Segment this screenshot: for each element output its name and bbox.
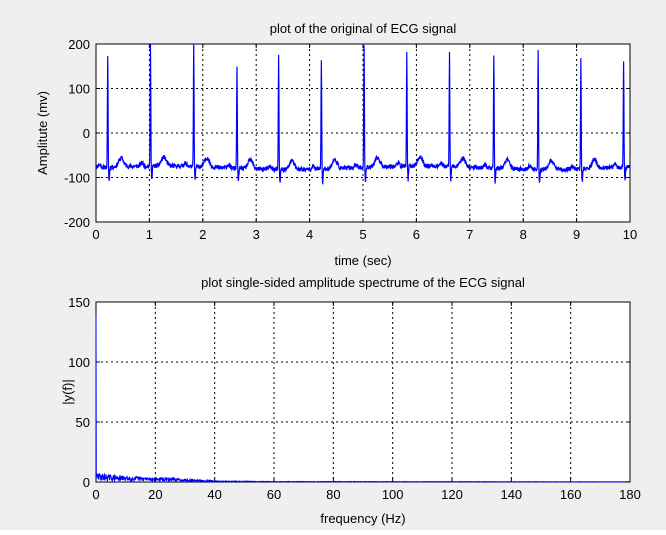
- spectrum-grid: [96, 302, 630, 482]
- x-tick-label: 6: [413, 227, 420, 242]
- y-tick-label: 100: [68, 82, 90, 97]
- y-tick-label: 50: [76, 415, 90, 430]
- x-tick-label: 10: [623, 227, 637, 242]
- x-tick-label: 120: [441, 487, 463, 502]
- spectrum-xlabel: frequency (Hz): [320, 511, 405, 526]
- x-tick-label: 7: [466, 227, 473, 242]
- x-tick-label: 9: [573, 227, 580, 242]
- x-tick-label: 1: [146, 227, 153, 242]
- ecg-line-group: [95, 43, 631, 185]
- x-tick-label: 80: [326, 487, 340, 502]
- spectrum-plot-area: [95, 301, 631, 483]
- x-tick-label: 8: [520, 227, 527, 242]
- y-tick-label: 0: [83, 126, 90, 141]
- y-tick-label: -100: [64, 171, 90, 186]
- x-tick-label: 0: [92, 227, 99, 242]
- spectrum-ylabel: |y(f)|: [60, 379, 75, 405]
- x-tick-label: 100: [382, 487, 404, 502]
- x-tick-label: 3: [253, 227, 260, 242]
- ecg-title: plot of the original of ECG signal: [270, 21, 457, 36]
- y-tick-label: -200: [64, 215, 90, 230]
- x-tick-label: 4: [306, 227, 313, 242]
- spectrum-line: [95, 316, 631, 484]
- x-tick-label: 0: [92, 487, 99, 502]
- spectrum-line-group: [95, 316, 631, 484]
- y-tick-label: 200: [68, 37, 90, 52]
- y-tick-label: 100: [68, 355, 90, 370]
- ecg-ylabel: Amplitute (mv): [35, 91, 50, 175]
- spectrum-ticks: 0 20 40 60 80 100 120 140 160 180 150 100 50 0: [68, 295, 641, 502]
- ecg-signal-line: [95, 43, 631, 185]
- x-tick-label: 160: [560, 487, 582, 502]
- x-tick-label: 180: [619, 487, 641, 502]
- x-tick-label: 140: [500, 487, 522, 502]
- x-tick-label: 40: [207, 487, 221, 502]
- x-tick-label: 5: [359, 227, 366, 242]
- ecg-xlabel: time (sec): [334, 253, 391, 268]
- y-tick-label: 0: [83, 475, 90, 490]
- x-tick-label: 60: [267, 487, 281, 502]
- ecg-chart: 0 1 2 3 4 5 6 7 8 9 10 200 100 0 -100 -200 plot of the …: [35, 21, 637, 268]
- ecg-ticks: 0 1 2 3 4 5 6 7 8 9 10 200 100 0 -100 -200: [64, 37, 637, 242]
- spectrum-chart: 0 20 40 60 80 100 120 140 160 180 150 100 50 0 plot s…: [60, 275, 641, 526]
- spectrum-title: plot single-sided amplitude spectrume of…: [201, 275, 525, 290]
- x-tick-label: 2: [199, 227, 206, 242]
- y-tick-label: 150: [68, 295, 90, 310]
- x-tick-label: 20: [148, 487, 162, 502]
